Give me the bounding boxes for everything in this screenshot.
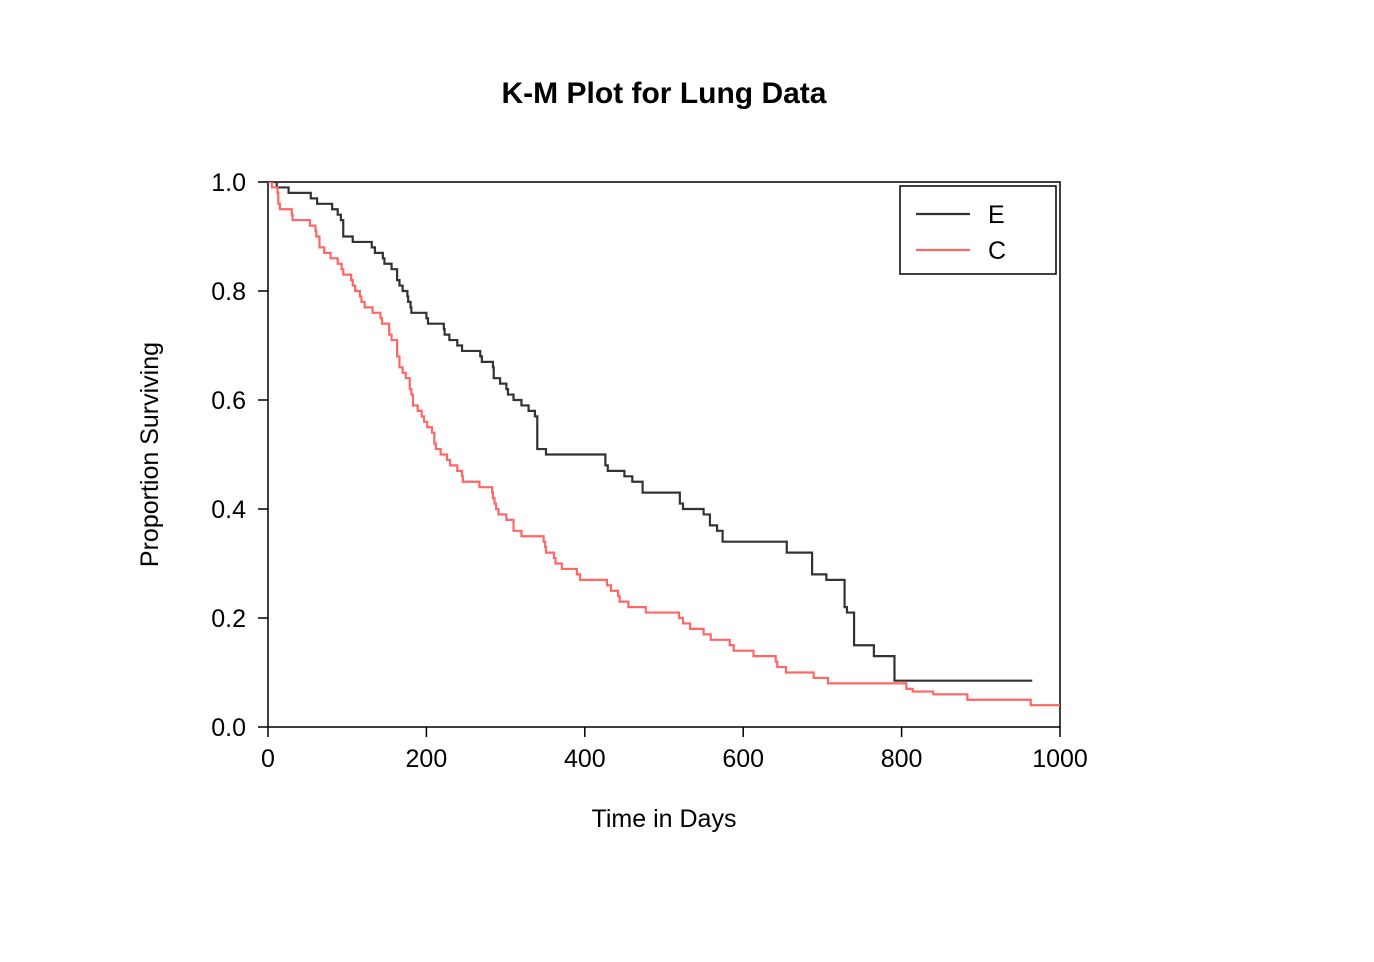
y-tick-label: 0.8 bbox=[211, 278, 246, 306]
y-tick-label: 1.0 bbox=[211, 169, 246, 197]
x-tick-label: 1000 bbox=[1032, 745, 1088, 773]
x-tick-label: 600 bbox=[722, 745, 764, 773]
y-axis-label: Proportion Surviving bbox=[136, 342, 164, 567]
y-tick-label: 0.6 bbox=[211, 387, 246, 415]
x-axis-label: Time in Days bbox=[592, 805, 737, 833]
legend-box bbox=[900, 186, 1056, 274]
km-plot-svg: K-M Plot for Lung Data 0 200 400 600 800 1000 0… bbox=[0, 0, 1374, 962]
y-tick-label: 0.4 bbox=[211, 496, 246, 524]
x-tick-label: 200 bbox=[406, 745, 448, 773]
chart-container: K-M Plot for Lung Data 0 200 400 600 800 1000 0… bbox=[0, 0, 1374, 962]
legend-label: C bbox=[988, 237, 1006, 265]
x-tick-label: 400 bbox=[564, 745, 606, 773]
y-tick-label: 0.2 bbox=[211, 605, 246, 633]
chart-title: K-M Plot for Lung Data bbox=[502, 77, 827, 110]
x-tick-label: 0 bbox=[261, 745, 275, 773]
legend-label: E bbox=[988, 201, 1005, 229]
y-tick-label: 0.0 bbox=[211, 714, 246, 742]
x-tick-label: 800 bbox=[881, 745, 923, 773]
